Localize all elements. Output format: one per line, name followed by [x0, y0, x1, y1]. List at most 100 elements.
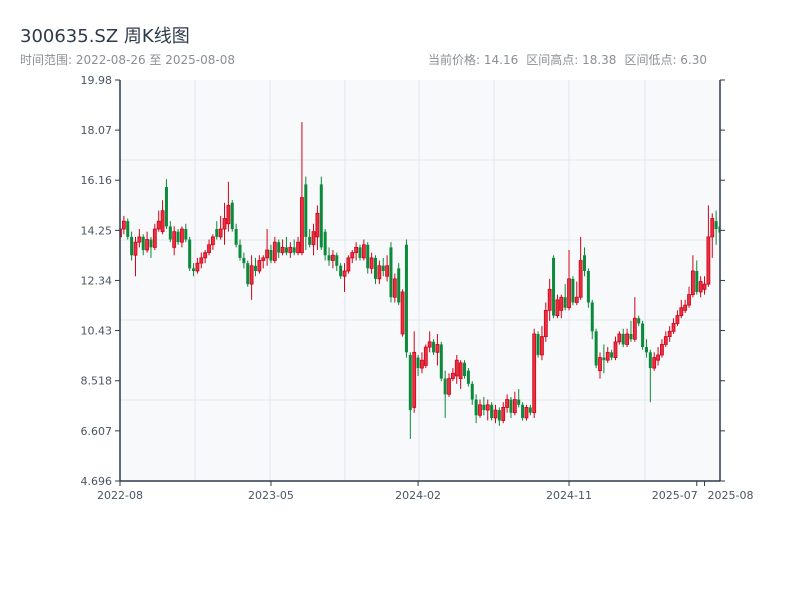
candle — [521, 402, 525, 421]
candle — [706, 205, 711, 287]
candle — [300, 121, 304, 256]
y-tick-label: 4.696 — [81, 475, 113, 488]
candle — [366, 242, 370, 274]
candle — [261, 255, 266, 269]
candle — [397, 263, 401, 306]
candle — [648, 349, 652, 403]
candle-body — [571, 278, 575, 303]
candle — [311, 223, 316, 256]
candle — [253, 257, 257, 277]
candle — [145, 231, 149, 253]
candle — [621, 328, 625, 348]
candle — [199, 252, 204, 269]
candle — [644, 339, 648, 358]
candle — [277, 239, 281, 258]
candle-body — [543, 309, 548, 337]
candle — [698, 276, 703, 298]
candle — [319, 176, 323, 251]
candle-body — [447, 378, 451, 395]
candle — [463, 360, 467, 379]
candle-body — [613, 341, 618, 358]
candle-body — [327, 255, 331, 261]
candle — [656, 347, 660, 366]
period-low: 区间低点: 6.30 — [624, 53, 708, 67]
candle-body — [466, 370, 470, 384]
candle-body — [605, 351, 610, 361]
candle-body — [660, 344, 664, 356]
candle — [478, 399, 482, 418]
candle-body — [439, 344, 443, 379]
candle-body — [180, 228, 184, 243]
candle — [149, 236, 153, 258]
candle-body — [249, 265, 254, 285]
candle-body — [246, 263, 250, 285]
candle — [400, 289, 405, 337]
candle — [528, 404, 532, 416]
candle — [369, 252, 374, 274]
candle — [512, 391, 517, 416]
candle-body — [172, 231, 177, 248]
candle — [373, 255, 377, 285]
x-tick-label: 2025-07 — [652, 489, 698, 502]
candle-body — [493, 409, 498, 419]
candle — [432, 339, 436, 355]
candle-body — [632, 317, 637, 340]
candle-body — [679, 307, 684, 317]
candle — [292, 239, 296, 256]
candle-body — [392, 278, 397, 298]
candle — [652, 352, 657, 371]
candle-body — [137, 236, 142, 243]
candle — [605, 347, 610, 363]
candle-body — [319, 184, 323, 248]
candle — [583, 247, 587, 277]
candle-body — [149, 239, 153, 248]
y-tick-label: 10.43 — [81, 325, 113, 338]
candle — [234, 223, 238, 248]
candle-body — [710, 218, 715, 238]
candle-body — [408, 354, 412, 411]
period-high: 区间高点: 18.38 — [526, 53, 617, 67]
candle — [126, 218, 130, 240]
candle-body — [242, 257, 246, 264]
candle — [447, 373, 451, 397]
candle — [121, 215, 126, 235]
candle-body — [485, 404, 490, 411]
candle — [308, 229, 312, 248]
candle — [358, 244, 362, 261]
candle-body — [714, 221, 718, 230]
candle-body — [644, 347, 648, 353]
candle — [702, 276, 707, 295]
candle-body — [145, 239, 149, 251]
candle — [637, 315, 641, 327]
candle — [509, 396, 513, 418]
candle — [679, 299, 684, 319]
candle-body — [269, 250, 273, 261]
candle-body — [559, 296, 564, 311]
candle — [617, 331, 622, 345]
candle-body — [474, 399, 478, 416]
candle-body — [637, 318, 641, 324]
candle — [133, 236, 138, 277]
candle-body — [625, 333, 629, 345]
candle-body — [435, 344, 440, 353]
candle — [543, 302, 548, 342]
candle — [188, 236, 192, 272]
candle — [710, 213, 715, 258]
candle — [517, 389, 521, 408]
candle — [257, 255, 262, 274]
candle — [203, 250, 208, 264]
candle — [458, 360, 463, 390]
time-range-label: 时间范围: 2022-08-26 至 2025-08-08 — [20, 53, 235, 67]
candle-body — [354, 246, 359, 254]
candle-body — [222, 218, 227, 230]
candle-body — [304, 184, 308, 237]
candle — [408, 352, 412, 439]
candle — [168, 221, 172, 243]
candle-body — [594, 331, 598, 366]
candle — [427, 331, 432, 353]
candle — [482, 396, 486, 416]
candle-body — [358, 247, 362, 258]
candle-body — [211, 236, 215, 246]
candle — [466, 368, 470, 387]
